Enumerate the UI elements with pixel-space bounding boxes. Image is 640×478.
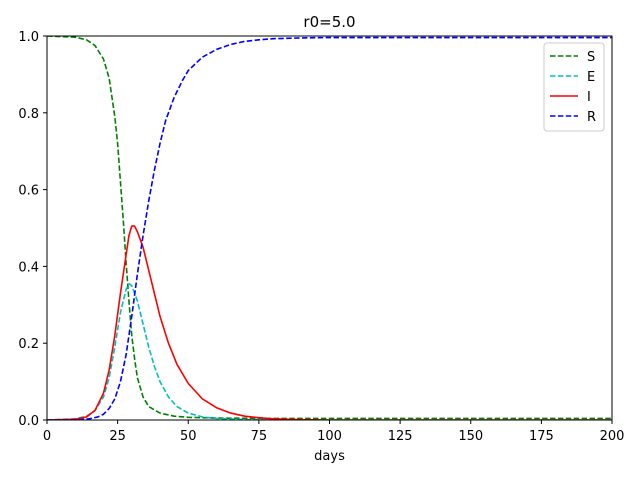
series-line-e	[47, 282, 612, 420]
series-line-s	[47, 36, 612, 420]
x-tick-label: 50	[180, 429, 197, 444]
y-axis: 0.0 0.2 0.4 0.6 0.8 1.0	[18, 30, 47, 429]
x-axis: 0 25 50 75 100 125 150 175 200	[43, 420, 625, 444]
legend-label-e: E	[587, 70, 595, 85]
series-line-i	[47, 225, 612, 420]
y-tick-label: 0.4	[18, 260, 39, 275]
y-tick-label: 0.8	[18, 107, 39, 122]
x-tick-label: 175	[529, 429, 554, 444]
chart-title: r0=5.0	[303, 13, 355, 31]
y-tick-label: 0.6	[18, 184, 39, 199]
y-tick-label: 0.0	[18, 414, 39, 429]
x-tick-label: 200	[600, 429, 625, 444]
x-tick-label: 25	[109, 429, 126, 444]
x-tick-label: 125	[388, 429, 413, 444]
legend-label-i: I	[587, 90, 591, 105]
x-tick-label: 100	[317, 429, 342, 444]
x-axis-label: days	[314, 449, 345, 464]
plot-series-group	[47, 36, 612, 420]
legend-label-r: R	[587, 110, 596, 125]
x-tick-label: 150	[458, 429, 483, 444]
x-tick-label: 75	[251, 429, 268, 444]
legend-box	[543, 42, 605, 132]
x-tick-label: 0	[43, 429, 51, 444]
y-tick-label: 1.0	[18, 30, 39, 45]
y-tick-label: 0.2	[18, 337, 39, 352]
series-line-r	[47, 36, 612, 420]
legend-label-s: S	[587, 50, 595, 65]
